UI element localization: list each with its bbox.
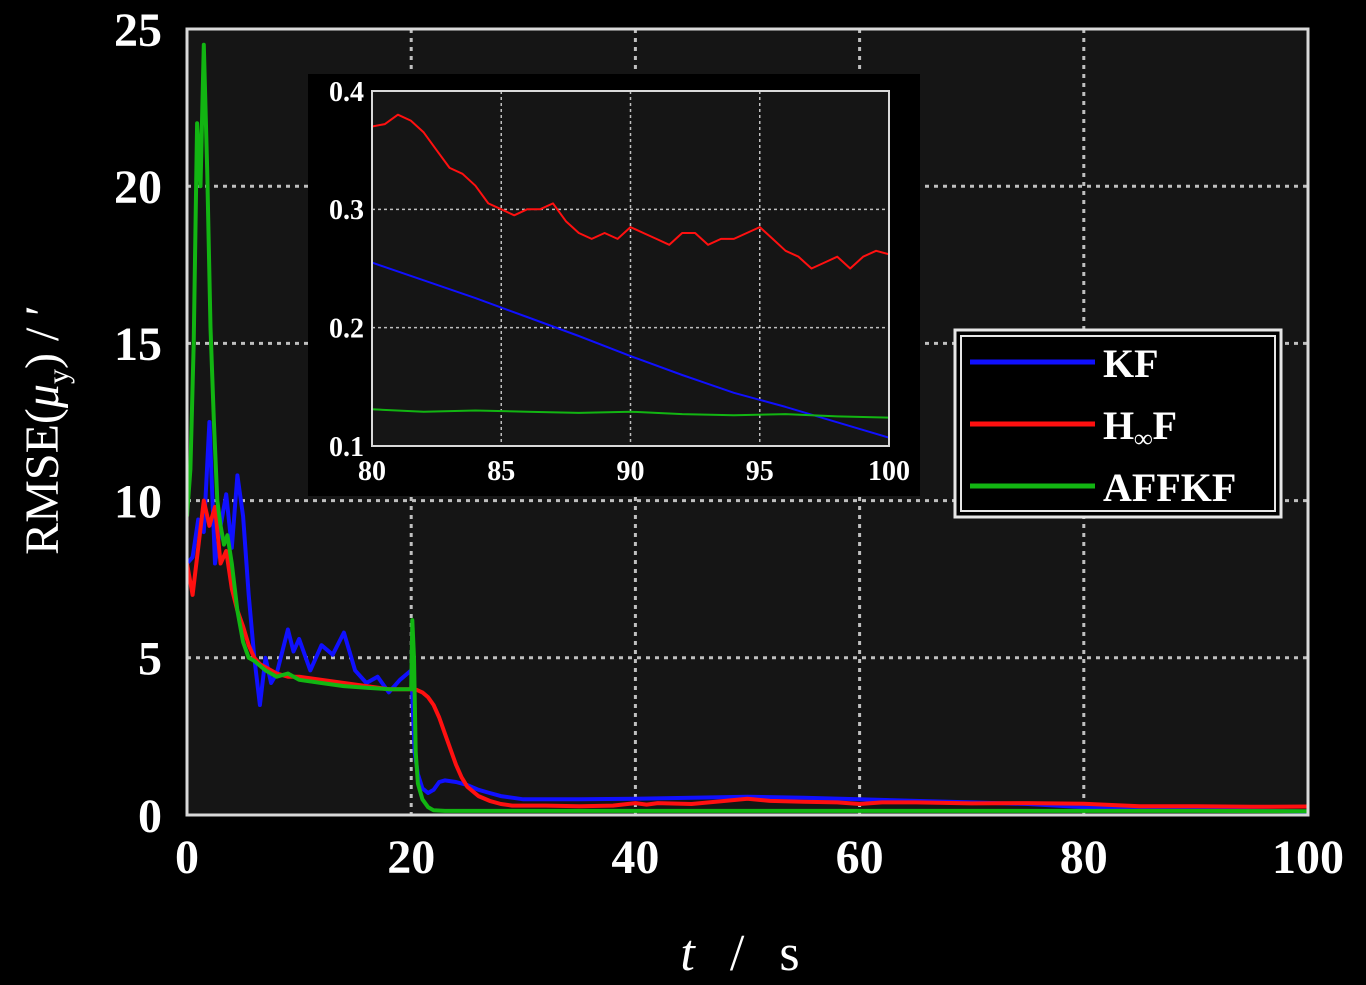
- main-series-hf: [187, 498, 1308, 809]
- inset-y-tick-label: 0.3: [329, 195, 364, 226]
- main-y-tick-label: 5: [138, 633, 162, 686]
- main-x-tick-label: 40: [611, 831, 659, 884]
- x-axis-label-var: t: [680, 925, 696, 980]
- axis-labels: t / s RMSE(μy) / ′: [16, 305, 800, 982]
- main-x-tick-label: 60: [836, 831, 884, 884]
- y-axis-label-mu: μ: [16, 384, 69, 409]
- main-y-tick-label: 0: [138, 790, 162, 843]
- legend-label-main: KF: [1103, 341, 1159, 386]
- main-x-tick-label: 0: [175, 831, 199, 884]
- main-series-affkf: [187, 42, 1308, 814]
- main-x-tick-label: 100: [1272, 831, 1344, 884]
- legend-label-main: H: [1103, 403, 1134, 448]
- main-x-tick-label: 80: [1060, 831, 1108, 884]
- inset-x-tick-label: 80: [358, 456, 386, 487]
- inset-x-tick-label: 90: [617, 456, 645, 487]
- inset-series-affkf: [372, 408, 889, 419]
- inset-y-tick-label: 0.2: [329, 313, 364, 344]
- y-axis-label: RMSE(μy) / ′: [16, 305, 75, 555]
- main-y-tick-label: 10: [114, 475, 162, 528]
- main-y-tick-label: 25: [114, 4, 162, 57]
- legend: KF H∞F AFFKF: [953, 328, 1283, 519]
- legend-label-kf: KF: [1103, 341, 1159, 386]
- main-frame: [185, 27, 1310, 817]
- main-y-tick-label: 15: [114, 318, 162, 371]
- legend-inner-box: [960, 335, 1276, 512]
- x-axis-label: t / s: [680, 925, 799, 980]
- inset-series-hf: [372, 113, 889, 270]
- main-series-kf: [187, 420, 1308, 814]
- y-axis-label-tail: ) / ′: [16, 305, 69, 369]
- inset-y-tick-label: 0.1: [329, 432, 364, 463]
- inset-y-tick-label: 0.4: [329, 77, 364, 108]
- y-axis-label-base: RMSE(: [16, 408, 69, 555]
- x-axis-label-sep: /: [730, 925, 745, 980]
- y-axis-label-sub: y: [42, 369, 75, 384]
- inset-plot: 80 85 90 95 100 0.1 0.2 0.3 0.4: [308, 74, 920, 496]
- inset-x-tick-label: 100: [868, 456, 910, 487]
- x-axis-label-unit: s: [779, 925, 799, 980]
- legend-label-main: AFFKF: [1103, 465, 1236, 510]
- main-y-tick-label: 20: [114, 161, 162, 214]
- inset-frame: [371, 90, 890, 447]
- main-x-tick-label: 20: [387, 831, 435, 884]
- legend-label-affkf: AFFKF: [1103, 465, 1236, 510]
- legend-label-tail: F: [1153, 403, 1177, 448]
- legend-label-hf: H∞F: [1103, 403, 1177, 453]
- legend-label-sub: ∞: [1134, 424, 1153, 453]
- inset-x-tick-label: 95: [746, 456, 774, 487]
- inset-series-kf: [372, 261, 889, 439]
- inset-x-tick-label: 85: [487, 456, 515, 487]
